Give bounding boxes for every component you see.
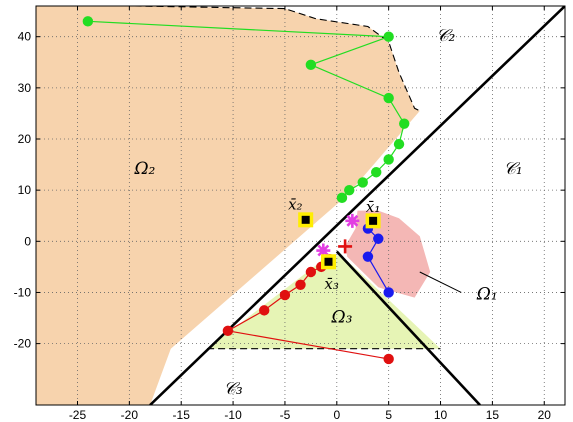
decision-boundary bbox=[335, 250, 481, 405]
data-point-red bbox=[258, 305, 270, 316]
red-cross-marker bbox=[338, 239, 353, 254]
point-x3-marker bbox=[324, 257, 333, 266]
data-point-red bbox=[279, 289, 291, 301]
x-tick-label: -15 bbox=[173, 408, 191, 422]
decision-boundary bbox=[149, 6, 565, 405]
data-point-blue bbox=[373, 233, 384, 244]
y-tick-label: 10 bbox=[18, 183, 32, 197]
data-point-blue bbox=[383, 287, 394, 298]
data-point-green bbox=[399, 118, 410, 129]
label-omega2-label: Ω₂ bbox=[133, 159, 155, 179]
data-point-green bbox=[393, 138, 405, 150]
data-point-green bbox=[344, 184, 355, 196]
label-omega3-label: Ω₃ bbox=[331, 308, 353, 328]
label-c1: 𝒞₁ bbox=[504, 159, 523, 179]
data-point-green bbox=[305, 59, 317, 71]
magenta-star-marker bbox=[345, 213, 360, 228]
magenta-star-marker bbox=[316, 243, 331, 258]
y-tick-label: 0 bbox=[24, 234, 31, 248]
data-point-red bbox=[305, 266, 317, 278]
dashed-boundary bbox=[134, 6, 421, 112]
x-tick-label: -5 bbox=[280, 408, 291, 422]
data-point-green bbox=[336, 192, 348, 204]
point-x2-marker bbox=[301, 215, 310, 224]
data-point-red bbox=[295, 279, 306, 290]
data-point-green bbox=[82, 16, 94, 27]
label-omega1-label: Ω₁ bbox=[476, 285, 498, 305]
label-c3: 𝒞₃ bbox=[223, 379, 242, 399]
label-point-x2: x̄₂ bbox=[288, 196, 302, 214]
x-tick-label: 0 bbox=[333, 408, 340, 422]
y-tick-label: -20 bbox=[14, 337, 32, 351]
x-tick-label: 20 bbox=[538, 408, 552, 422]
x-tick-label: 5 bbox=[385, 408, 392, 422]
data-point-green bbox=[383, 154, 394, 165]
x-tick-label: -10 bbox=[224, 408, 242, 422]
x-tick-label: 10 bbox=[434, 408, 448, 422]
data-point-green bbox=[383, 92, 394, 104]
region-omega3 bbox=[207, 254, 441, 349]
y-tick-label: 40 bbox=[18, 30, 32, 44]
data-point-green bbox=[371, 167, 382, 178]
label-point-x1: x̄₁ bbox=[366, 198, 380, 216]
region-omega2 bbox=[36, 6, 420, 405]
x-tick-label: -25 bbox=[69, 408, 87, 422]
x-tick-label: -20 bbox=[121, 408, 139, 422]
data-point-red bbox=[222, 325, 234, 337]
label-point-x3: x̄₃ bbox=[324, 275, 338, 293]
y-tick-label: 30 bbox=[18, 81, 32, 95]
data-point-green bbox=[357, 177, 368, 188]
data-point-green bbox=[383, 31, 394, 42]
label-c2: 𝒞₂ bbox=[436, 26, 455, 46]
omega1-leader-line bbox=[419, 271, 462, 293]
x-tick-label: 15 bbox=[486, 408, 500, 422]
y-tick-label: -10 bbox=[14, 285, 32, 299]
data-point-blue bbox=[362, 251, 374, 262]
plot-frame bbox=[35, 5, 566, 406]
point-x1-marker bbox=[369, 216, 378, 225]
y-tick-label: 20 bbox=[18, 132, 32, 146]
data-point-red bbox=[383, 353, 394, 365]
